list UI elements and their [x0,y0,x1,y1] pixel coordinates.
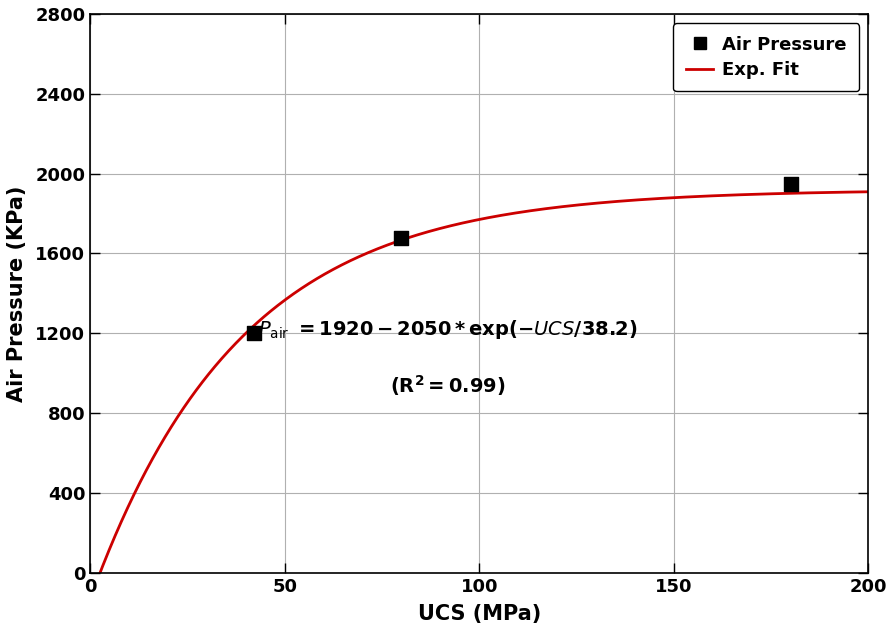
Legend: Air Pressure, Exp. Fit: Air Pressure, Exp. Fit [673,23,859,91]
X-axis label: UCS (MPa): UCS (MPa) [417,604,541,624]
Point [394,232,409,242]
Text: $\mathit{P}_{\mathrm{air}}$ $\mathbf{= 1920 - 2050 * exp(-}$$\mathit{UCS}$$\math: $\mathit{P}_{\mathrm{air}}$ $\mathbf{= 1… [258,318,638,341]
Y-axis label: Air Pressure (KPa): Air Pressure (KPa) [7,186,27,401]
Point [783,179,797,189]
Text: $\mathbf{(R^{2} = 0.99)}$: $\mathbf{(R^{2} = 0.99)}$ [391,373,506,398]
Point [247,328,261,338]
